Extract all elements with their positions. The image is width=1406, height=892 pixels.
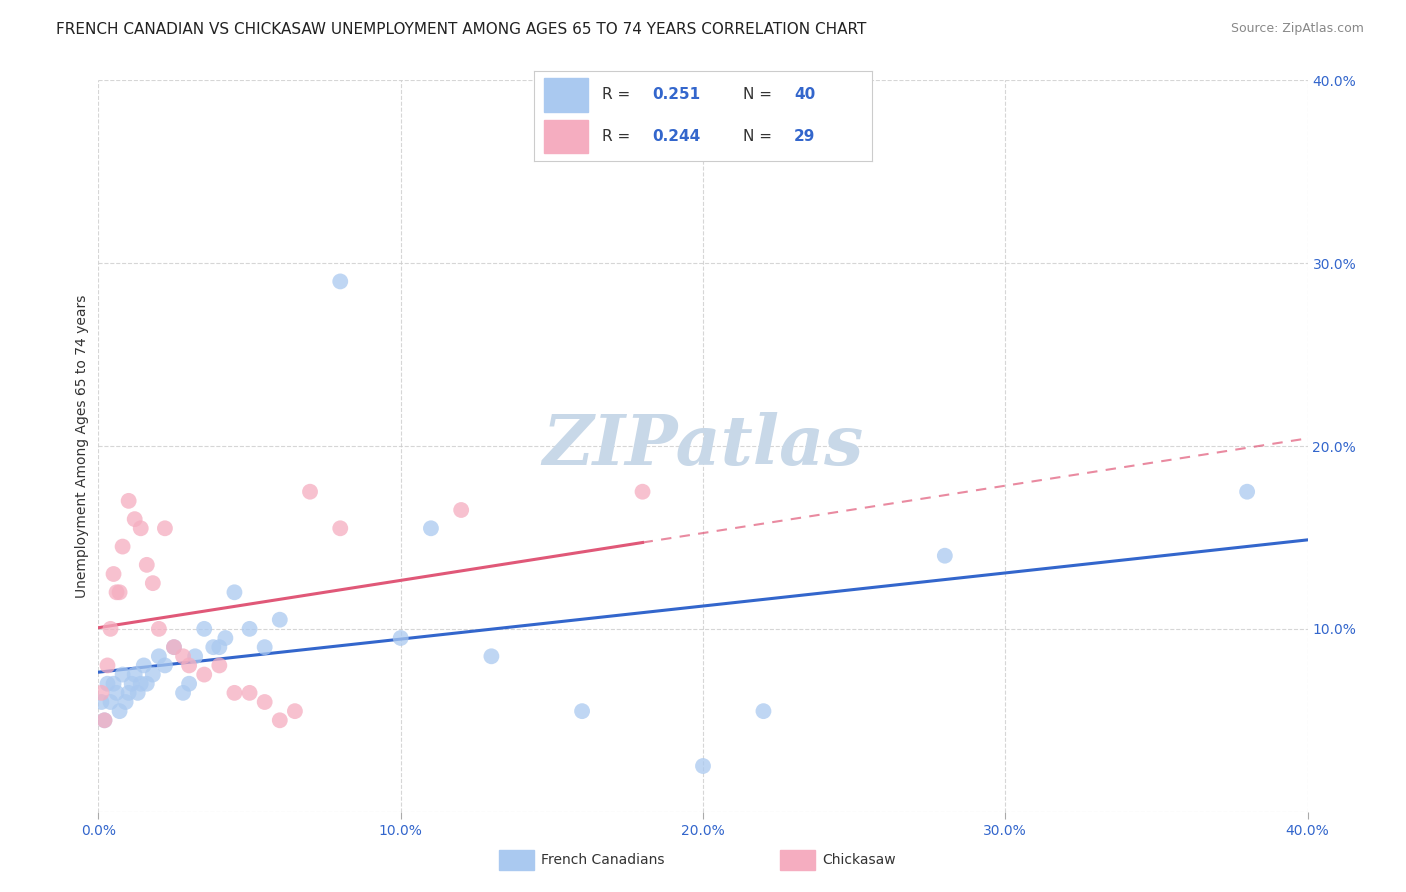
Point [108,704,131,718]
Point [129,676,152,690]
Point [1236,484,1258,499]
Point [481,649,503,664]
Text: 0.244: 0.244 [652,129,700,144]
Text: 29: 29 [794,129,815,144]
Point [135,558,157,572]
Point [127,686,149,700]
Point [329,521,352,535]
Point [100,695,122,709]
Point [934,549,956,563]
Point [105,686,128,700]
Point [103,676,125,690]
Point [111,540,134,554]
Point [93,714,115,728]
Point [114,695,136,709]
Point [148,622,170,636]
Text: Source: ZipAtlas.com: Source: ZipAtlas.com [1230,22,1364,36]
Point [269,613,291,627]
Y-axis label: Unemployment Among Ages 65 to 74 years: Unemployment Among Ages 65 to 74 years [76,294,90,598]
Point [329,275,352,289]
Point [105,585,128,599]
Point [100,622,122,636]
Point [135,676,157,690]
Point [214,631,236,645]
Point [450,503,472,517]
Point [179,658,201,673]
Point [253,640,276,655]
Point [108,585,131,599]
Point [103,567,125,582]
Point [193,667,215,681]
Point [269,714,291,728]
Point [153,521,176,535]
Point [121,676,143,690]
Text: 40: 40 [794,87,815,102]
Point [93,714,115,728]
Point [184,649,207,664]
Text: R =: R = [602,129,636,144]
Point [253,695,276,709]
Point [118,686,141,700]
Text: 0.251: 0.251 [652,87,700,102]
Point [172,686,194,700]
Point [153,658,176,673]
Point [132,658,155,673]
Point [163,640,186,655]
Point [631,484,654,499]
Point [118,493,141,508]
Point [208,658,231,673]
Point [224,585,246,599]
Point [571,704,593,718]
Text: N =: N = [744,87,778,102]
Point [224,686,246,700]
FancyBboxPatch shape [544,78,588,112]
Point [239,622,262,636]
Point [389,631,412,645]
Point [163,640,186,655]
Point [90,686,112,700]
Text: French Canadians: French Canadians [541,853,665,867]
Point [420,521,443,535]
Point [142,667,165,681]
Point [96,658,118,673]
Point [692,759,714,773]
Point [124,667,146,681]
Point [299,484,322,499]
Point [202,640,225,655]
Point [96,676,118,690]
Point [752,704,775,718]
Point [124,512,146,526]
FancyBboxPatch shape [544,120,588,153]
Point [208,640,231,655]
Point [90,695,112,709]
Point [148,649,170,664]
Text: ZIPatlas: ZIPatlas [543,412,863,480]
Point [172,649,194,664]
Text: Chickasaw: Chickasaw [823,853,896,867]
Text: R =: R = [602,87,636,102]
Point [239,686,262,700]
Point [142,576,165,591]
Point [179,676,201,690]
Point [111,667,134,681]
Point [193,622,215,636]
Text: FRENCH CANADIAN VS CHICKASAW UNEMPLOYMENT AMONG AGES 65 TO 74 YEARS CORRELATION : FRENCH CANADIAN VS CHICKASAW UNEMPLOYMEN… [56,22,866,37]
Text: N =: N = [744,129,778,144]
Point [284,704,307,718]
Point [129,521,152,535]
